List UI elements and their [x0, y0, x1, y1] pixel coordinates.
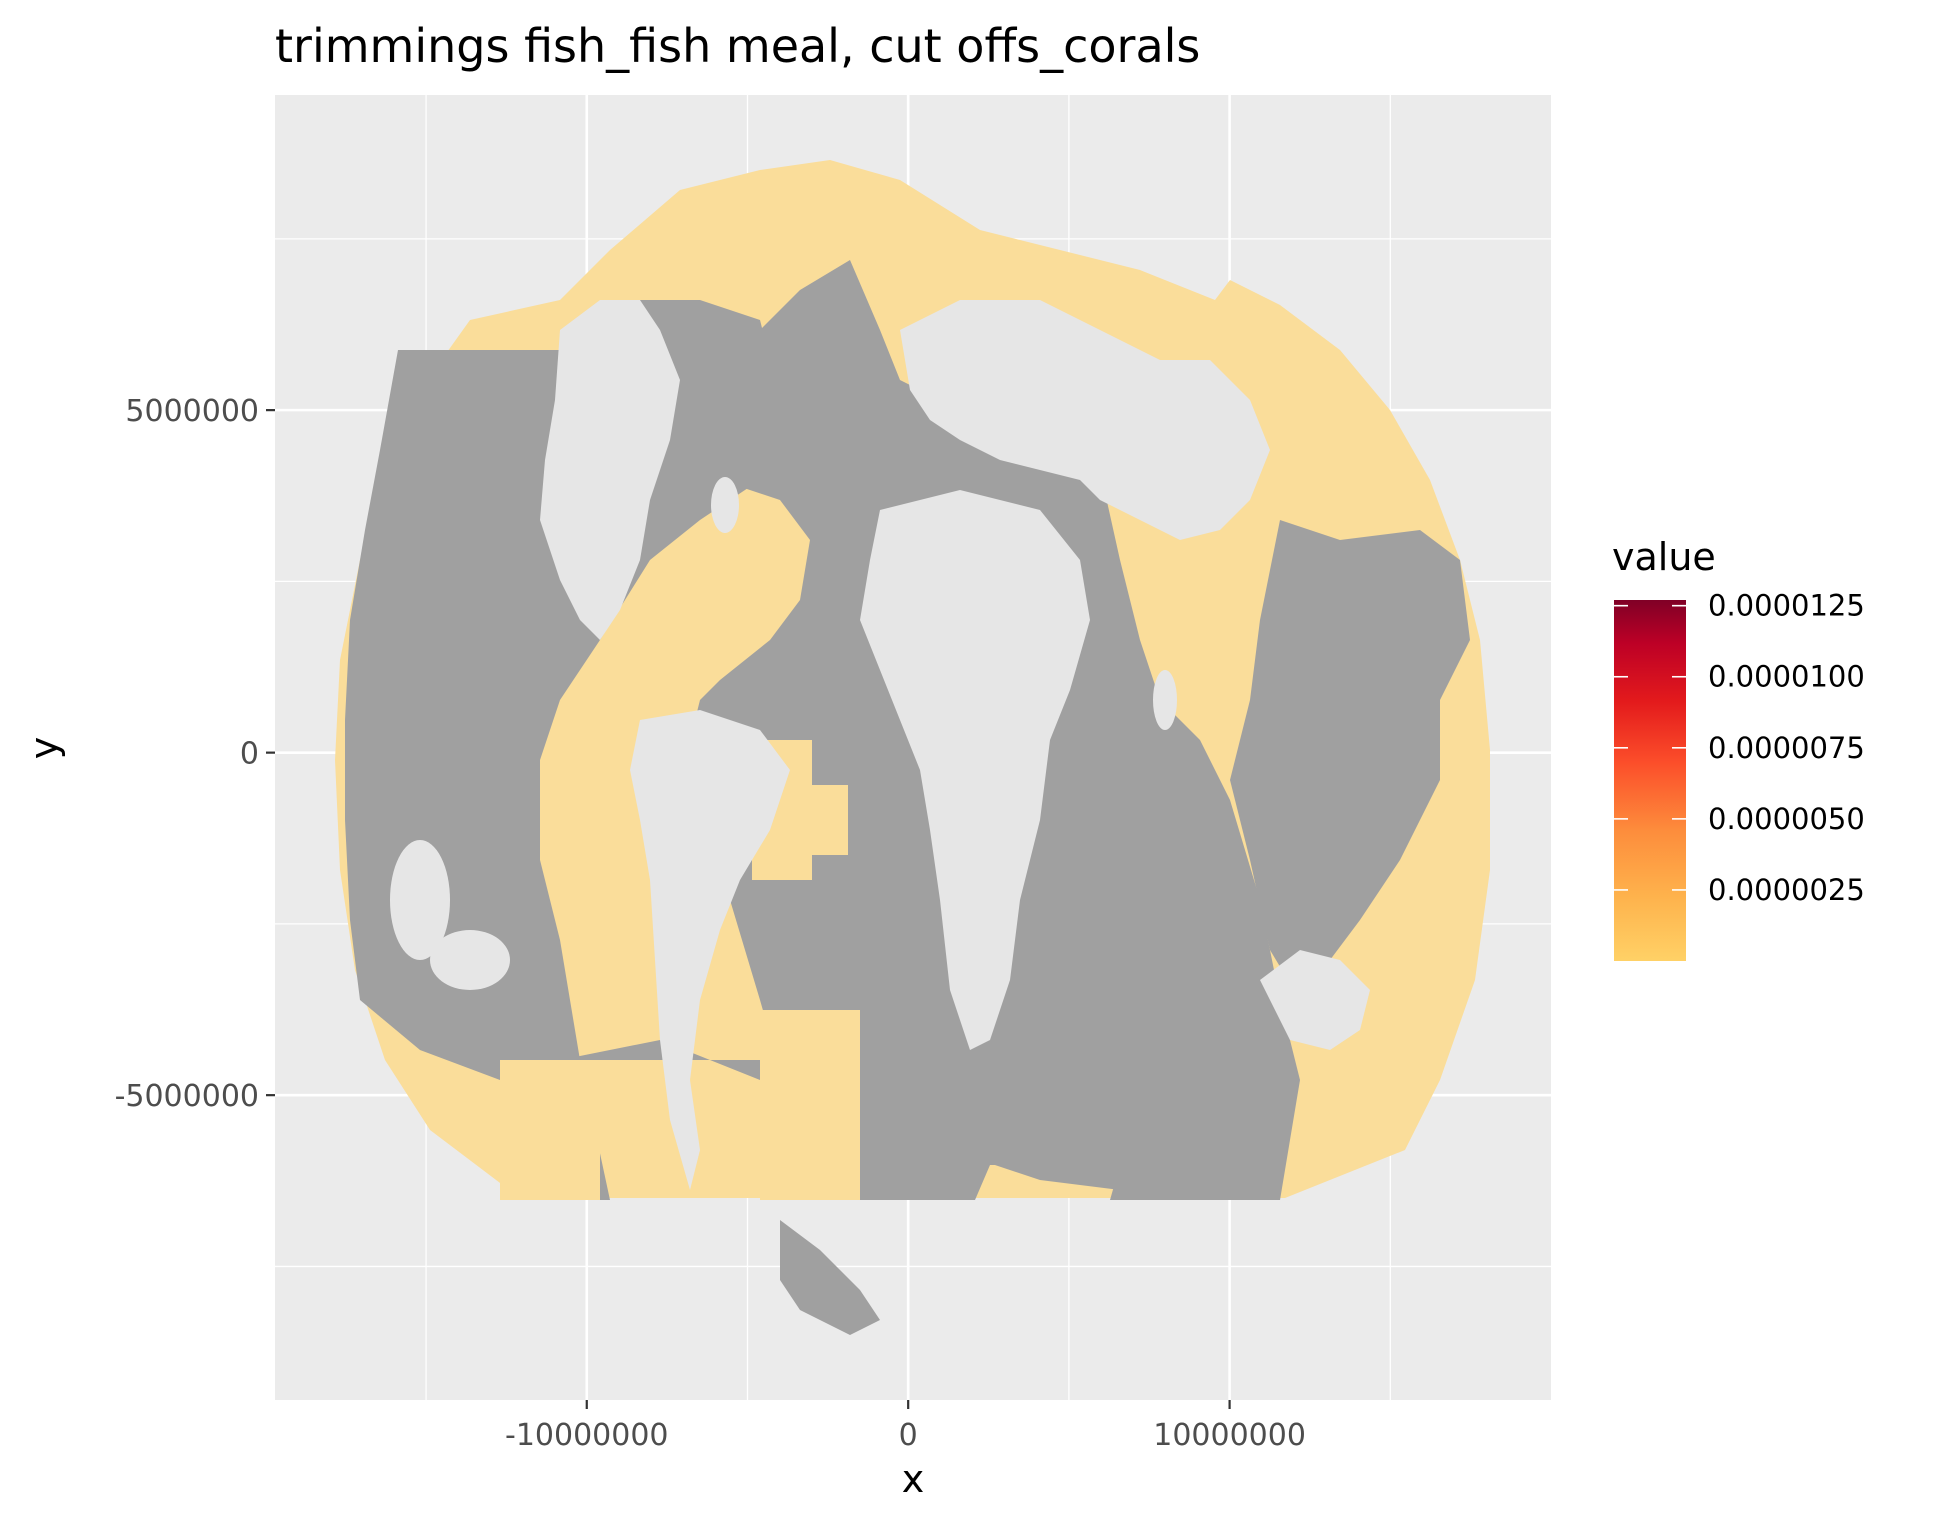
x-tick-label: 0 [899, 1418, 918, 1453]
x-axis: -10000000 0 10000000 [505, 1400, 1306, 1453]
x-axis-title: x [902, 1457, 925, 1501]
legend-tick-label: 0.0000125 [1708, 589, 1865, 623]
legend-tick-label: 0.0000025 [1708, 873, 1865, 907]
land-patch-indian [1153, 670, 1177, 730]
legend-tick-label: 0.0000050 [1708, 802, 1865, 836]
low-value-block-south-pacific [500, 1060, 600, 1200]
legend-colorbar [1614, 600, 1686, 961]
x-tick-label: 10000000 [1153, 1418, 1306, 1453]
x-tick-label: -10000000 [505, 1418, 669, 1453]
legend-tick-label: 0.0000075 [1708, 731, 1865, 765]
legend-tick-label: 0.0000100 [1708, 660, 1865, 694]
y-tick-label: 0 [240, 737, 259, 772]
legend: value 0.0000025 0.0000050 0.0000075 0.00001… [1612, 535, 1865, 961]
map-raster [335, 160, 1490, 1335]
y-axis-title: y [22, 737, 66, 760]
land-patch-atlantic [711, 477, 739, 533]
y-axis: -5000000 0 5000000 [115, 394, 275, 1114]
land-patch-pacific-2 [430, 930, 510, 990]
legend-title: value [1612, 535, 1716, 579]
y-tick-label: -5000000 [115, 1079, 259, 1114]
low-value-block-south-atlantic [760, 1010, 860, 1200]
y-tick-label: 5000000 [125, 394, 259, 429]
chart-title: trimmings fish_fish meal, cut offs_coral… [275, 19, 1200, 73]
